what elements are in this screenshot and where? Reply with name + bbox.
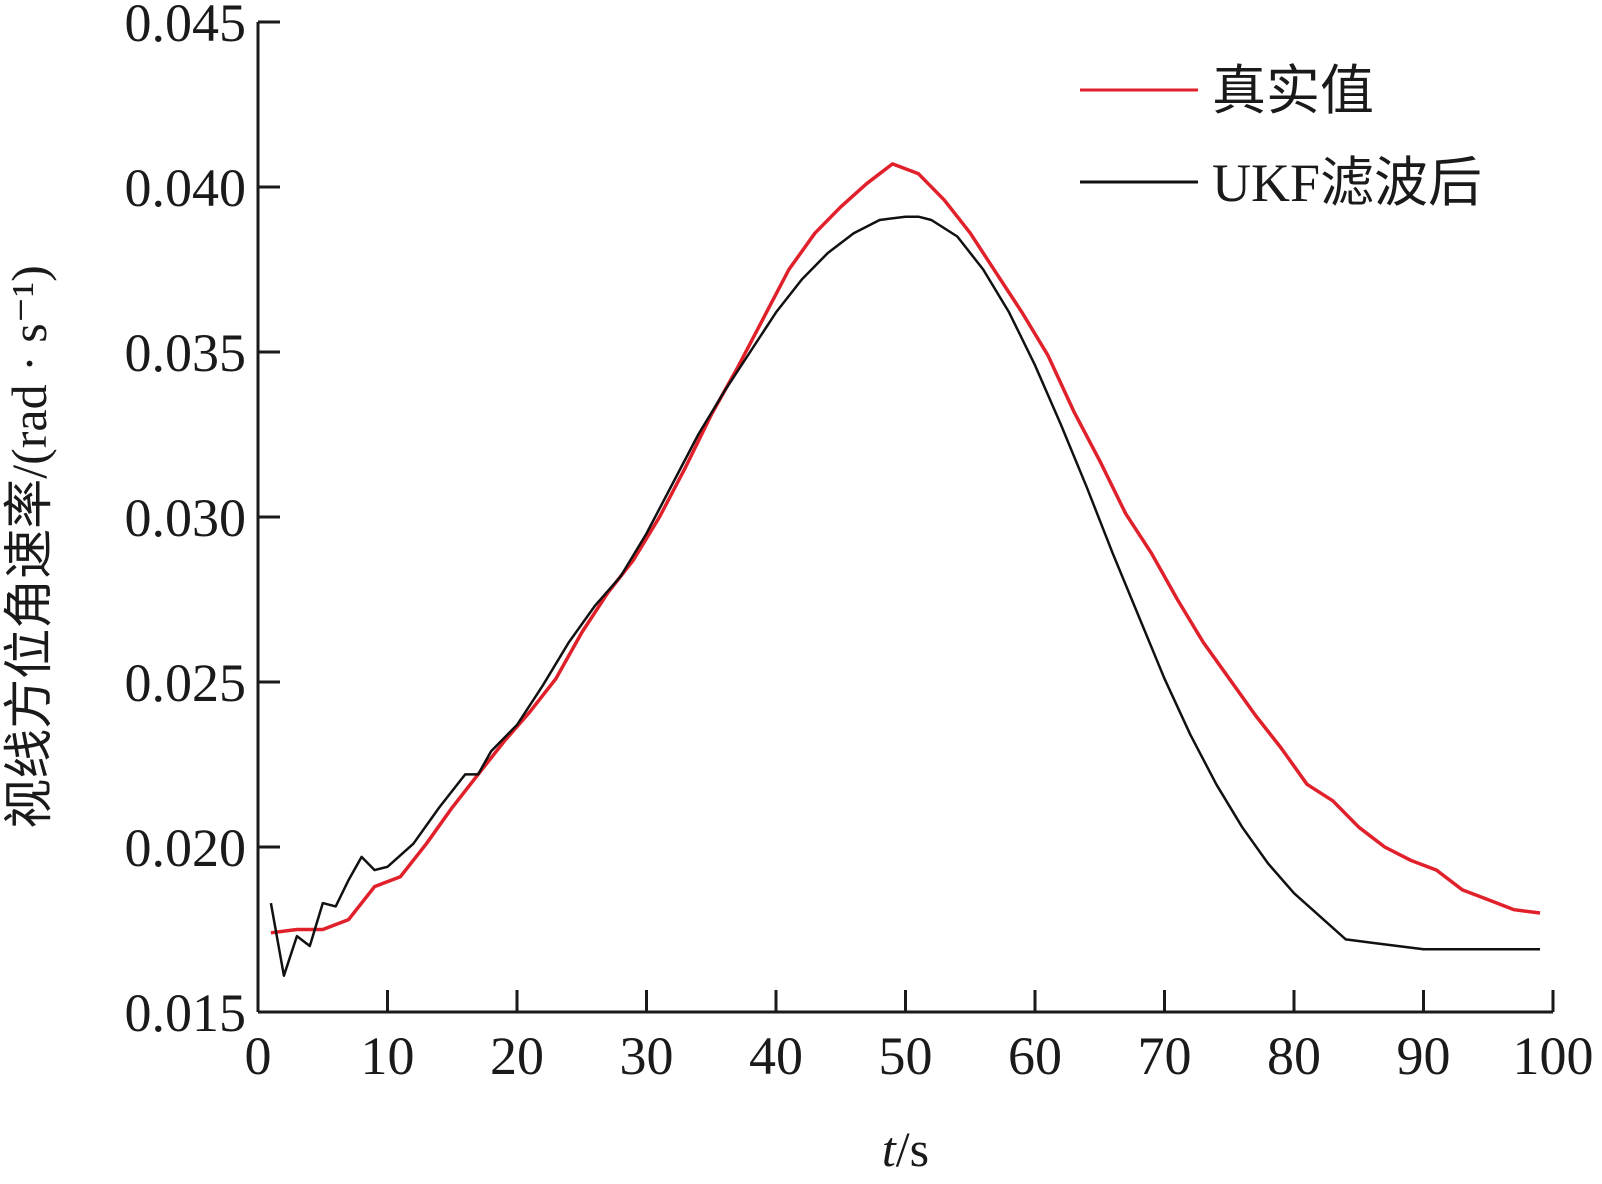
- y-tick-label: 0.035: [125, 323, 247, 383]
- x-tick-label: 60: [1008, 1026, 1062, 1086]
- y-axis-title: 视线方位角速率/(rad · s⁻¹): [1, 265, 57, 829]
- x-tick-label: 40: [749, 1026, 803, 1086]
- x-axis-title: t/s: [882, 1121, 929, 1177]
- y-tick-label: 0.045: [125, 0, 247, 53]
- legend-label-2: UKF滤波后: [1212, 153, 1482, 213]
- legend: 真实值 UKF滤波后: [1080, 61, 1482, 213]
- x-tick-label: 30: [620, 1026, 674, 1086]
- y-ticks: 0.015 0.020 0.025 0.030 0.035 0.040 0.045: [125, 0, 280, 1043]
- series-line-1: [270, 162, 1541, 935]
- y-tick-label: 0.040: [125, 158, 247, 218]
- x-axis-title-italic: t: [882, 1121, 897, 1177]
- x-tick-label: 10: [361, 1026, 415, 1086]
- y-tick-label: 0.025: [125, 653, 247, 713]
- series-line-2: [269, 215, 1540, 977]
- x-tick-label: 80: [1267, 1026, 1321, 1086]
- x-tick-label: 70: [1138, 1026, 1192, 1086]
- y-tick-label: 0.030: [125, 488, 247, 548]
- x-ticks: 0 10 20 30 40 50 60 70 80 90 100: [245, 990, 1594, 1086]
- legend-label-1: 真实值: [1212, 61, 1374, 121]
- y-tick-label: 0.015: [125, 983, 247, 1043]
- plot-area: 0 10 20 30 40 50 60 70 80 90 100 0.0150.0200.0250.…: [125, 0, 1594, 1086]
- x-tick-label: 0: [245, 1026, 272, 1086]
- x-tick-label: 100: [1513, 1026, 1594, 1086]
- x-axis-title-unit: /s: [896, 1121, 929, 1177]
- x-tick-label: 90: [1397, 1026, 1451, 1086]
- y-tick-label: 0.020: [125, 818, 247, 878]
- x-tick-label: 20: [490, 1026, 544, 1086]
- x-tick-label: 50: [879, 1026, 933, 1086]
- series-layer: [269, 162, 1541, 977]
